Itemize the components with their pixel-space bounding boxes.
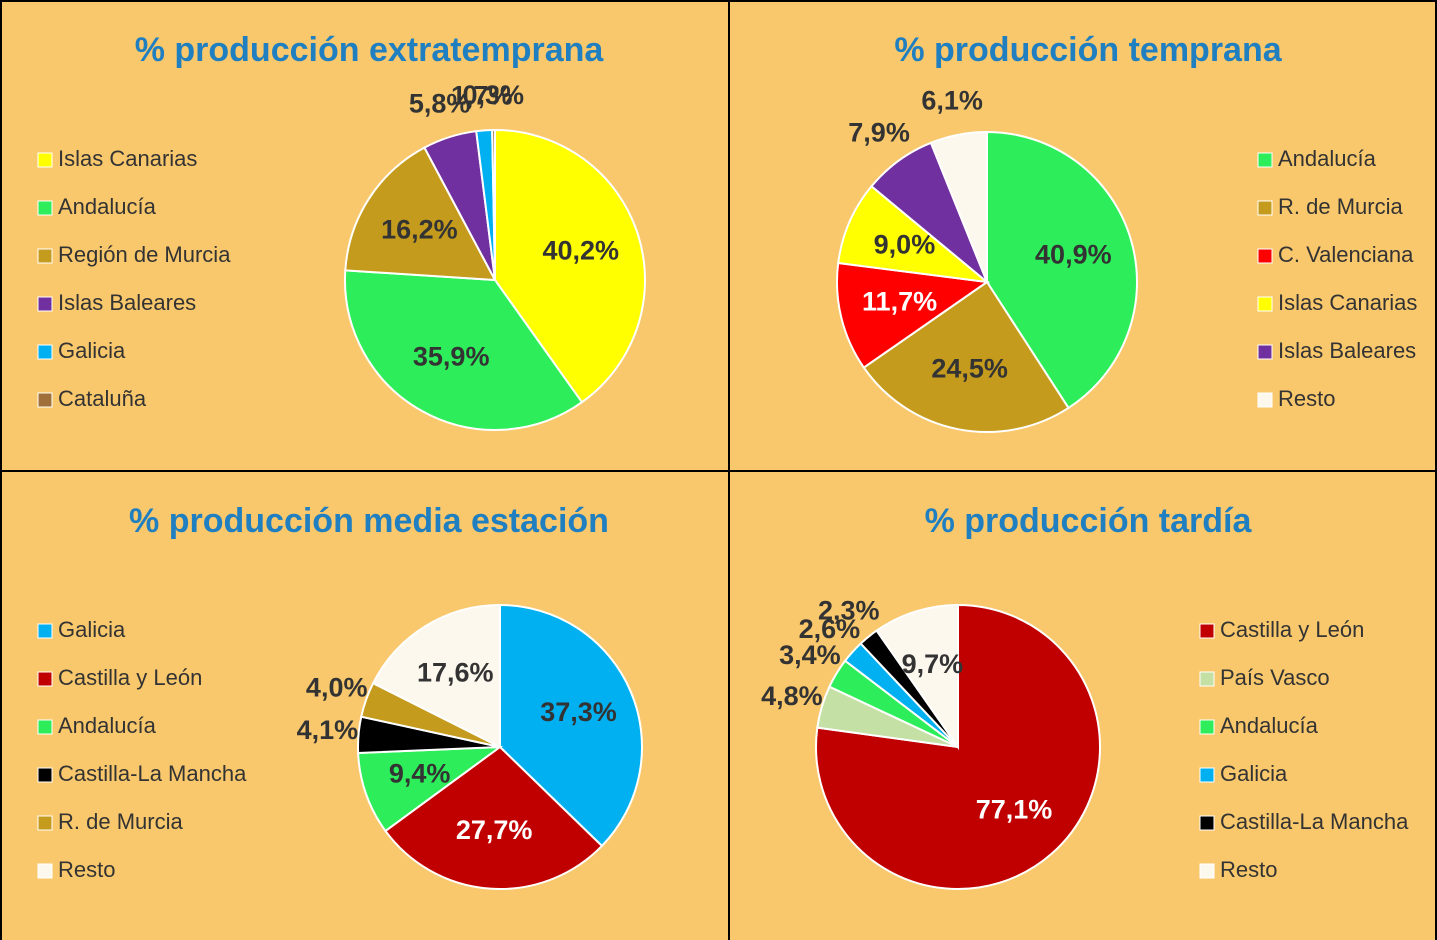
chart-title: % producción temprana [894,31,1282,69]
legend-label: Galicia [1220,761,1288,786]
pie-slice [837,184,991,284]
data-label: 24,5% [931,353,1008,383]
data-label: 5,8% [409,89,471,119]
chart-title: % producción tardía [925,502,1253,540]
legend-label: Resto [1278,386,1335,411]
data-label: 7,9% [848,117,910,147]
legend-label: Andalucía [58,194,157,219]
data-label: 9,0% [874,229,936,259]
data-label: 6,1% [921,85,983,115]
chart-title: % producción extratemprana [135,31,605,69]
legend-label: Islas Baleares [1278,338,1416,363]
legend-swatch [1199,719,1215,735]
legend-label: Galicia [58,617,126,642]
pie-slice [494,128,646,404]
data-label: 4,0% [306,672,368,702]
legend-swatch [37,248,53,264]
legend-swatch [37,623,53,639]
legend-label: Andalucía [1220,713,1319,738]
legend-label: R. de Murcia [58,809,183,834]
legend-label: C. Valenciana [1278,242,1414,267]
legend-swatch [37,344,53,360]
legend-label: Resto [1220,857,1277,882]
legend-label: Galicia [58,338,126,363]
data-label: 4,1% [297,715,359,745]
data-label: 35,9% [413,342,490,372]
data-label: 0,3% [463,80,525,110]
data-label: 4,8% [761,681,823,711]
legend-label: Andalucía [1278,146,1377,171]
legend-label: País Vasco [1220,665,1330,690]
legend-label: Cataluña [58,386,147,411]
data-label: 17,6% [417,658,494,688]
legend-swatch [1257,296,1273,312]
data-label: 40,9% [1035,240,1112,270]
legend-label: Islas Canarias [1278,290,1417,315]
legend-swatch [1257,152,1273,168]
legend-swatch [37,392,53,408]
pie-slice [862,280,1070,433]
data-label: 11,7% [862,287,937,317]
legend-swatch [1199,671,1215,687]
pie-slice [344,146,497,282]
legend-swatch [37,815,53,831]
legend-swatch [1199,767,1215,783]
legend-swatch [1199,815,1215,831]
legend-label: Resto [58,857,115,882]
pie-slice [344,269,584,431]
legend-swatch [1257,200,1273,216]
legend-swatch [37,767,53,783]
legend-label: Castilla y León [58,665,202,690]
data-label: 1,7% [451,81,513,111]
data-label: 16,2% [381,214,458,244]
data-label: 37,3% [540,697,617,727]
data-label: 2,6% [799,614,861,644]
legend-swatch [1199,863,1215,879]
legend-label: Castilla-La Mancha [58,761,247,786]
legend-swatch [1257,248,1273,264]
legend-swatch [37,296,53,312]
legend-label: Andalucía [58,713,157,738]
legend-label: Castilla-La Mancha [1220,809,1409,834]
legend-swatch [37,200,53,216]
data-label: 77,1% [976,794,1053,824]
legend-swatch [1199,623,1215,639]
legend-label: Castilla y León [1220,617,1364,642]
legend-swatch [37,719,53,735]
data-label: 9,4% [389,758,451,788]
legend-label: R. de Murcia [1278,194,1403,219]
data-label: 27,7% [456,815,533,845]
legend-swatch [37,152,53,168]
data-label: 9,7% [902,649,964,679]
pie-slice [491,128,496,281]
pie-slice [815,603,1101,890]
legend-label: Islas Canarias [58,146,197,171]
legend-swatch [37,671,53,687]
pie-slice [371,603,501,749]
pie-slice [836,261,990,369]
legend-label: Región de Murcia [58,242,231,267]
pie-slice [384,745,604,890]
data-label: 40,2% [542,236,619,266]
pie-slice [357,745,504,833]
legend-label: Islas Baleares [58,290,196,315]
chart-title: % producción media estación [129,502,609,540]
legend-swatch [1257,392,1273,408]
data-label: 3,4% [779,640,841,670]
data-label: 2,3% [818,596,880,626]
pie-slice [929,130,988,283]
legend-swatch [37,863,53,879]
pie-slice [499,603,643,848]
legend-swatch [1257,344,1273,360]
pie-slice [875,603,959,751]
